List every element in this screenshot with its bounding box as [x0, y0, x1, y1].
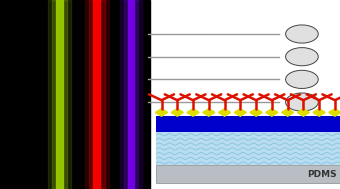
- Bar: [123, 0, 138, 189]
- Bar: [52, 0, 67, 189]
- Bar: [156, 116, 340, 132]
- Polygon shape: [329, 109, 340, 116]
- Bar: [120, 0, 142, 189]
- Bar: [0, 0, 150, 189]
- Polygon shape: [297, 109, 309, 116]
- Polygon shape: [155, 109, 168, 116]
- Polygon shape: [234, 109, 246, 116]
- Bar: [89, 0, 105, 189]
- Polygon shape: [187, 109, 199, 116]
- Polygon shape: [282, 109, 294, 116]
- Bar: [85, 0, 109, 189]
- Circle shape: [286, 25, 318, 43]
- Circle shape: [286, 70, 318, 88]
- Bar: [49, 0, 70, 189]
- Bar: [56, 0, 63, 189]
- Polygon shape: [171, 109, 183, 116]
- Polygon shape: [266, 109, 278, 116]
- Bar: [128, 0, 134, 189]
- Circle shape: [286, 93, 318, 111]
- Polygon shape: [250, 109, 262, 116]
- Circle shape: [286, 48, 318, 66]
- Polygon shape: [313, 109, 325, 116]
- Polygon shape: [218, 109, 231, 116]
- Text: PDMS: PDMS: [307, 170, 337, 179]
- Bar: [156, 132, 340, 165]
- Polygon shape: [203, 109, 215, 116]
- Bar: [156, 165, 340, 183]
- Bar: [94, 0, 100, 189]
